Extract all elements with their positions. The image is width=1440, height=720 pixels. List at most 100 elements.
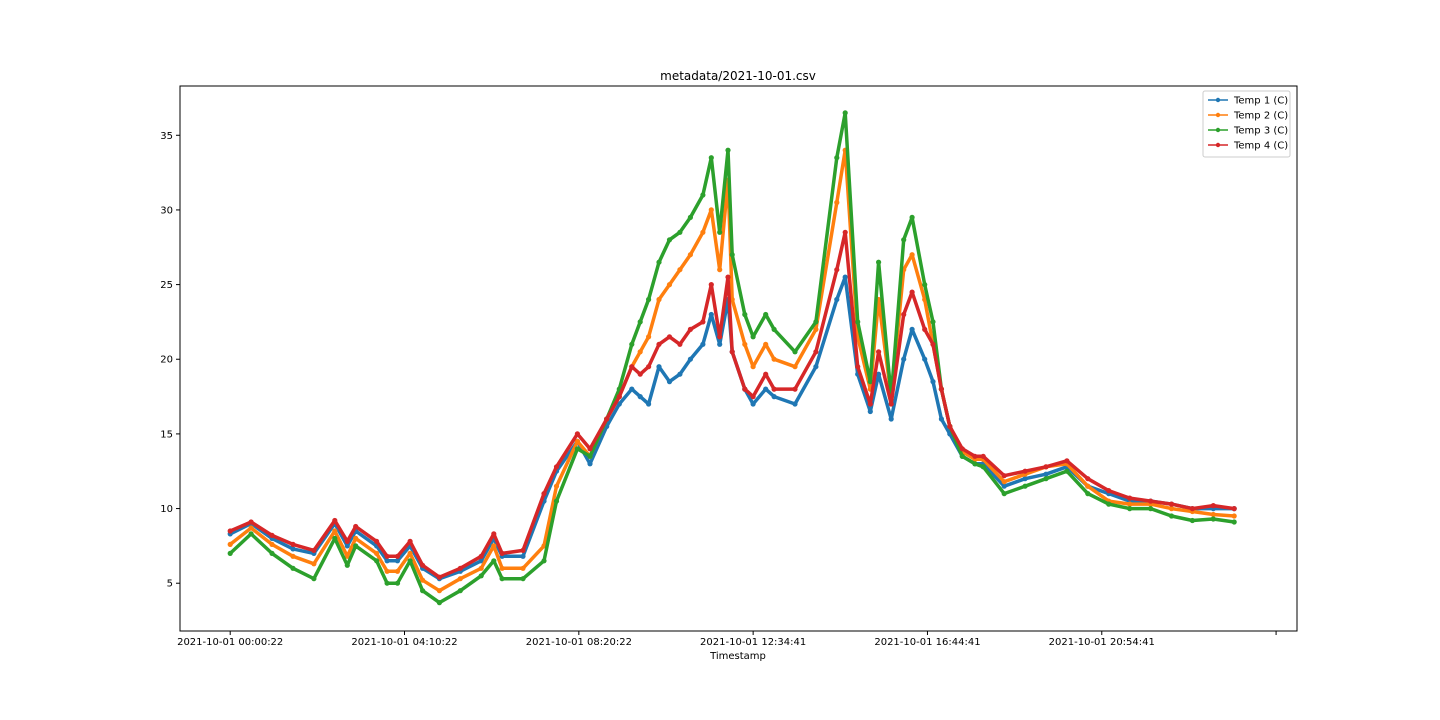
series-line-2 bbox=[228, 148, 1236, 593]
series-line-3 bbox=[228, 111, 1236, 605]
data-point bbox=[290, 541, 296, 548]
legend-marker bbox=[1215, 127, 1221, 133]
data-point bbox=[656, 296, 662, 303]
x-axis: 2021-10-01 00:00:22 2021-10-01 04:10:22 20… bbox=[177, 631, 1277, 648]
data-point bbox=[290, 546, 296, 552]
y-tick-label: 5 bbox=[167, 579, 173, 590]
data-point bbox=[332, 517, 338, 524]
data-point bbox=[909, 214, 915, 220]
data-point bbox=[637, 371, 643, 377]
data-point bbox=[374, 550, 380, 557]
data-point bbox=[616, 401, 622, 407]
data-point bbox=[813, 349, 819, 355]
data-point bbox=[311, 561, 317, 567]
data-point bbox=[708, 311, 714, 318]
data-point bbox=[269, 550, 275, 557]
data-point bbox=[909, 326, 915, 332]
data-point bbox=[394, 568, 401, 574]
data-point bbox=[700, 341, 706, 347]
data-point bbox=[1127, 501, 1133, 507]
data-point bbox=[344, 562, 350, 568]
data-point bbox=[587, 461, 593, 467]
x-tick-label: 2021-10-01 08:20:22 bbox=[526, 637, 632, 648]
legend-box bbox=[1202, 90, 1291, 158]
data-point bbox=[227, 550, 233, 557]
legend-marker bbox=[1215, 142, 1221, 148]
data-point bbox=[457, 588, 463, 594]
data-point bbox=[1189, 506, 1195, 512]
data-point bbox=[901, 311, 907, 318]
data-point bbox=[1168, 513, 1175, 519]
data-point bbox=[1127, 506, 1133, 512]
data-point bbox=[909, 252, 915, 258]
data-point bbox=[1210, 503, 1216, 509]
data-point bbox=[930, 341, 936, 347]
data-point bbox=[834, 267, 840, 273]
data-point bbox=[677, 229, 683, 235]
data-point bbox=[842, 229, 848, 235]
y-tick-label: 35 bbox=[160, 131, 173, 142]
legend-item: Temp 2 (C) bbox=[1208, 111, 1288, 122]
data-point bbox=[1064, 458, 1070, 464]
data-point bbox=[666, 379, 673, 385]
data-point bbox=[972, 461, 978, 467]
series-layer bbox=[227, 110, 1237, 606]
legend-item: Temp 3 (C) bbox=[1208, 126, 1288, 137]
data-point bbox=[1043, 471, 1049, 477]
data-point bbox=[290, 565, 296, 571]
data-point bbox=[708, 155, 714, 161]
data-point bbox=[478, 565, 484, 571]
data-point bbox=[947, 423, 953, 429]
data-point bbox=[666, 334, 673, 340]
data-point bbox=[834, 155, 840, 161]
data-point bbox=[478, 553, 484, 559]
series-3 bbox=[227, 110, 1237, 606]
data-point bbox=[646, 364, 652, 370]
data-point bbox=[763, 311, 769, 318]
data-point bbox=[637, 394, 643, 400]
data-point bbox=[436, 574, 442, 580]
data-point bbox=[227, 541, 233, 548]
data-point bbox=[1022, 476, 1028, 482]
y-tick-label: 10 bbox=[160, 504, 173, 515]
data-point bbox=[344, 538, 350, 545]
data-point bbox=[1106, 488, 1112, 494]
data-point bbox=[1148, 498, 1154, 504]
data-point bbox=[499, 550, 505, 557]
data-point bbox=[959, 453, 965, 459]
data-point bbox=[374, 538, 380, 545]
data-point bbox=[646, 334, 652, 340]
data-point bbox=[867, 408, 873, 415]
data-point bbox=[394, 580, 401, 586]
data-point bbox=[834, 199, 840, 206]
data-point bbox=[574, 438, 581, 444]
data-point bbox=[394, 558, 401, 564]
data-point bbox=[269, 541, 275, 548]
data-point bbox=[587, 446, 593, 452]
data-point bbox=[491, 543, 497, 549]
legend-marker bbox=[1215, 112, 1221, 118]
data-point bbox=[248, 519, 254, 525]
data-point bbox=[677, 371, 683, 377]
data-point bbox=[1001, 479, 1007, 485]
data-point bbox=[922, 356, 928, 362]
data-point bbox=[311, 576, 317, 582]
y-tick-label: 20 bbox=[160, 355, 173, 366]
data-point bbox=[1043, 476, 1049, 482]
data-point bbox=[384, 580, 390, 586]
data-point bbox=[637, 319, 643, 325]
data-point bbox=[384, 553, 390, 559]
x-tick-label: 2021-10-01 00:00:22 bbox=[177, 637, 283, 648]
y-tick-label: 15 bbox=[160, 429, 173, 440]
data-point bbox=[491, 531, 497, 537]
data-point bbox=[491, 558, 497, 564]
data-point bbox=[541, 558, 547, 564]
data-point bbox=[353, 523, 359, 530]
data-point bbox=[656, 259, 662, 265]
data-point bbox=[587, 453, 593, 459]
data-point bbox=[637, 349, 643, 355]
data-point bbox=[771, 356, 777, 362]
data-point bbox=[436, 600, 442, 606]
data-point bbox=[717, 341, 723, 347]
data-point bbox=[717, 334, 723, 340]
